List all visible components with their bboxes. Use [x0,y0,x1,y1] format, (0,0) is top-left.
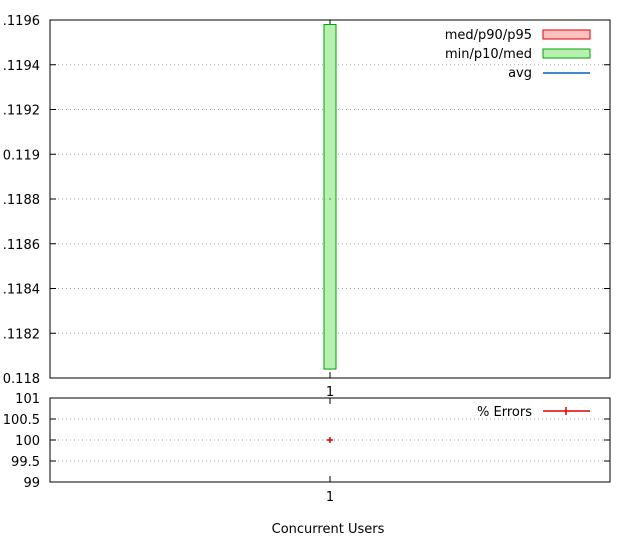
y-tick-label: 99.5 [11,455,40,470]
response-time-panel: 0.118 .1182 .1184 .1186 .1188 0.119 .1192 .1194… [3,14,611,400]
y-tick-label: 0.119 [3,148,40,163]
legend-label: med/p90/p95 [445,28,532,43]
y-tick-label: .1188 [3,193,40,208]
legend-label: % Errors [477,405,532,420]
x-tick-label: 1 [326,385,334,400]
plot-frame [49,19,611,379]
y-tick-label: .1194 [3,59,40,74]
y-tick-label: .1186 [3,238,40,253]
x-axis-label: Concurrent Users [272,522,385,537]
y-tick-label: 99 [23,476,40,491]
error-point [327,437,333,443]
errors-panel: 99 99.5 100 100.5 101 1 % Errors Concurrent Use… [3,392,611,537]
y-tick-label: 100 [15,434,40,449]
y-tick-label: .1192 [3,104,40,119]
y-tick-label: .1196 [3,14,40,29]
y-tick-label: 100.5 [3,413,40,428]
y-tick-label: 0.118 [3,372,40,387]
box-min-p10-med [323,23,337,370]
legend-swatch [542,48,591,59]
plot-frame [49,397,611,483]
legend-label: min/p10/med [445,47,532,62]
legend-label: avg [508,66,532,81]
y-tick-label: .1184 [3,283,40,298]
legend-swatch [542,29,591,40]
x-tick-label: 1 [326,490,334,505]
y-tick-label: .1182 [3,327,40,342]
y-tick-label: 101 [15,392,40,407]
